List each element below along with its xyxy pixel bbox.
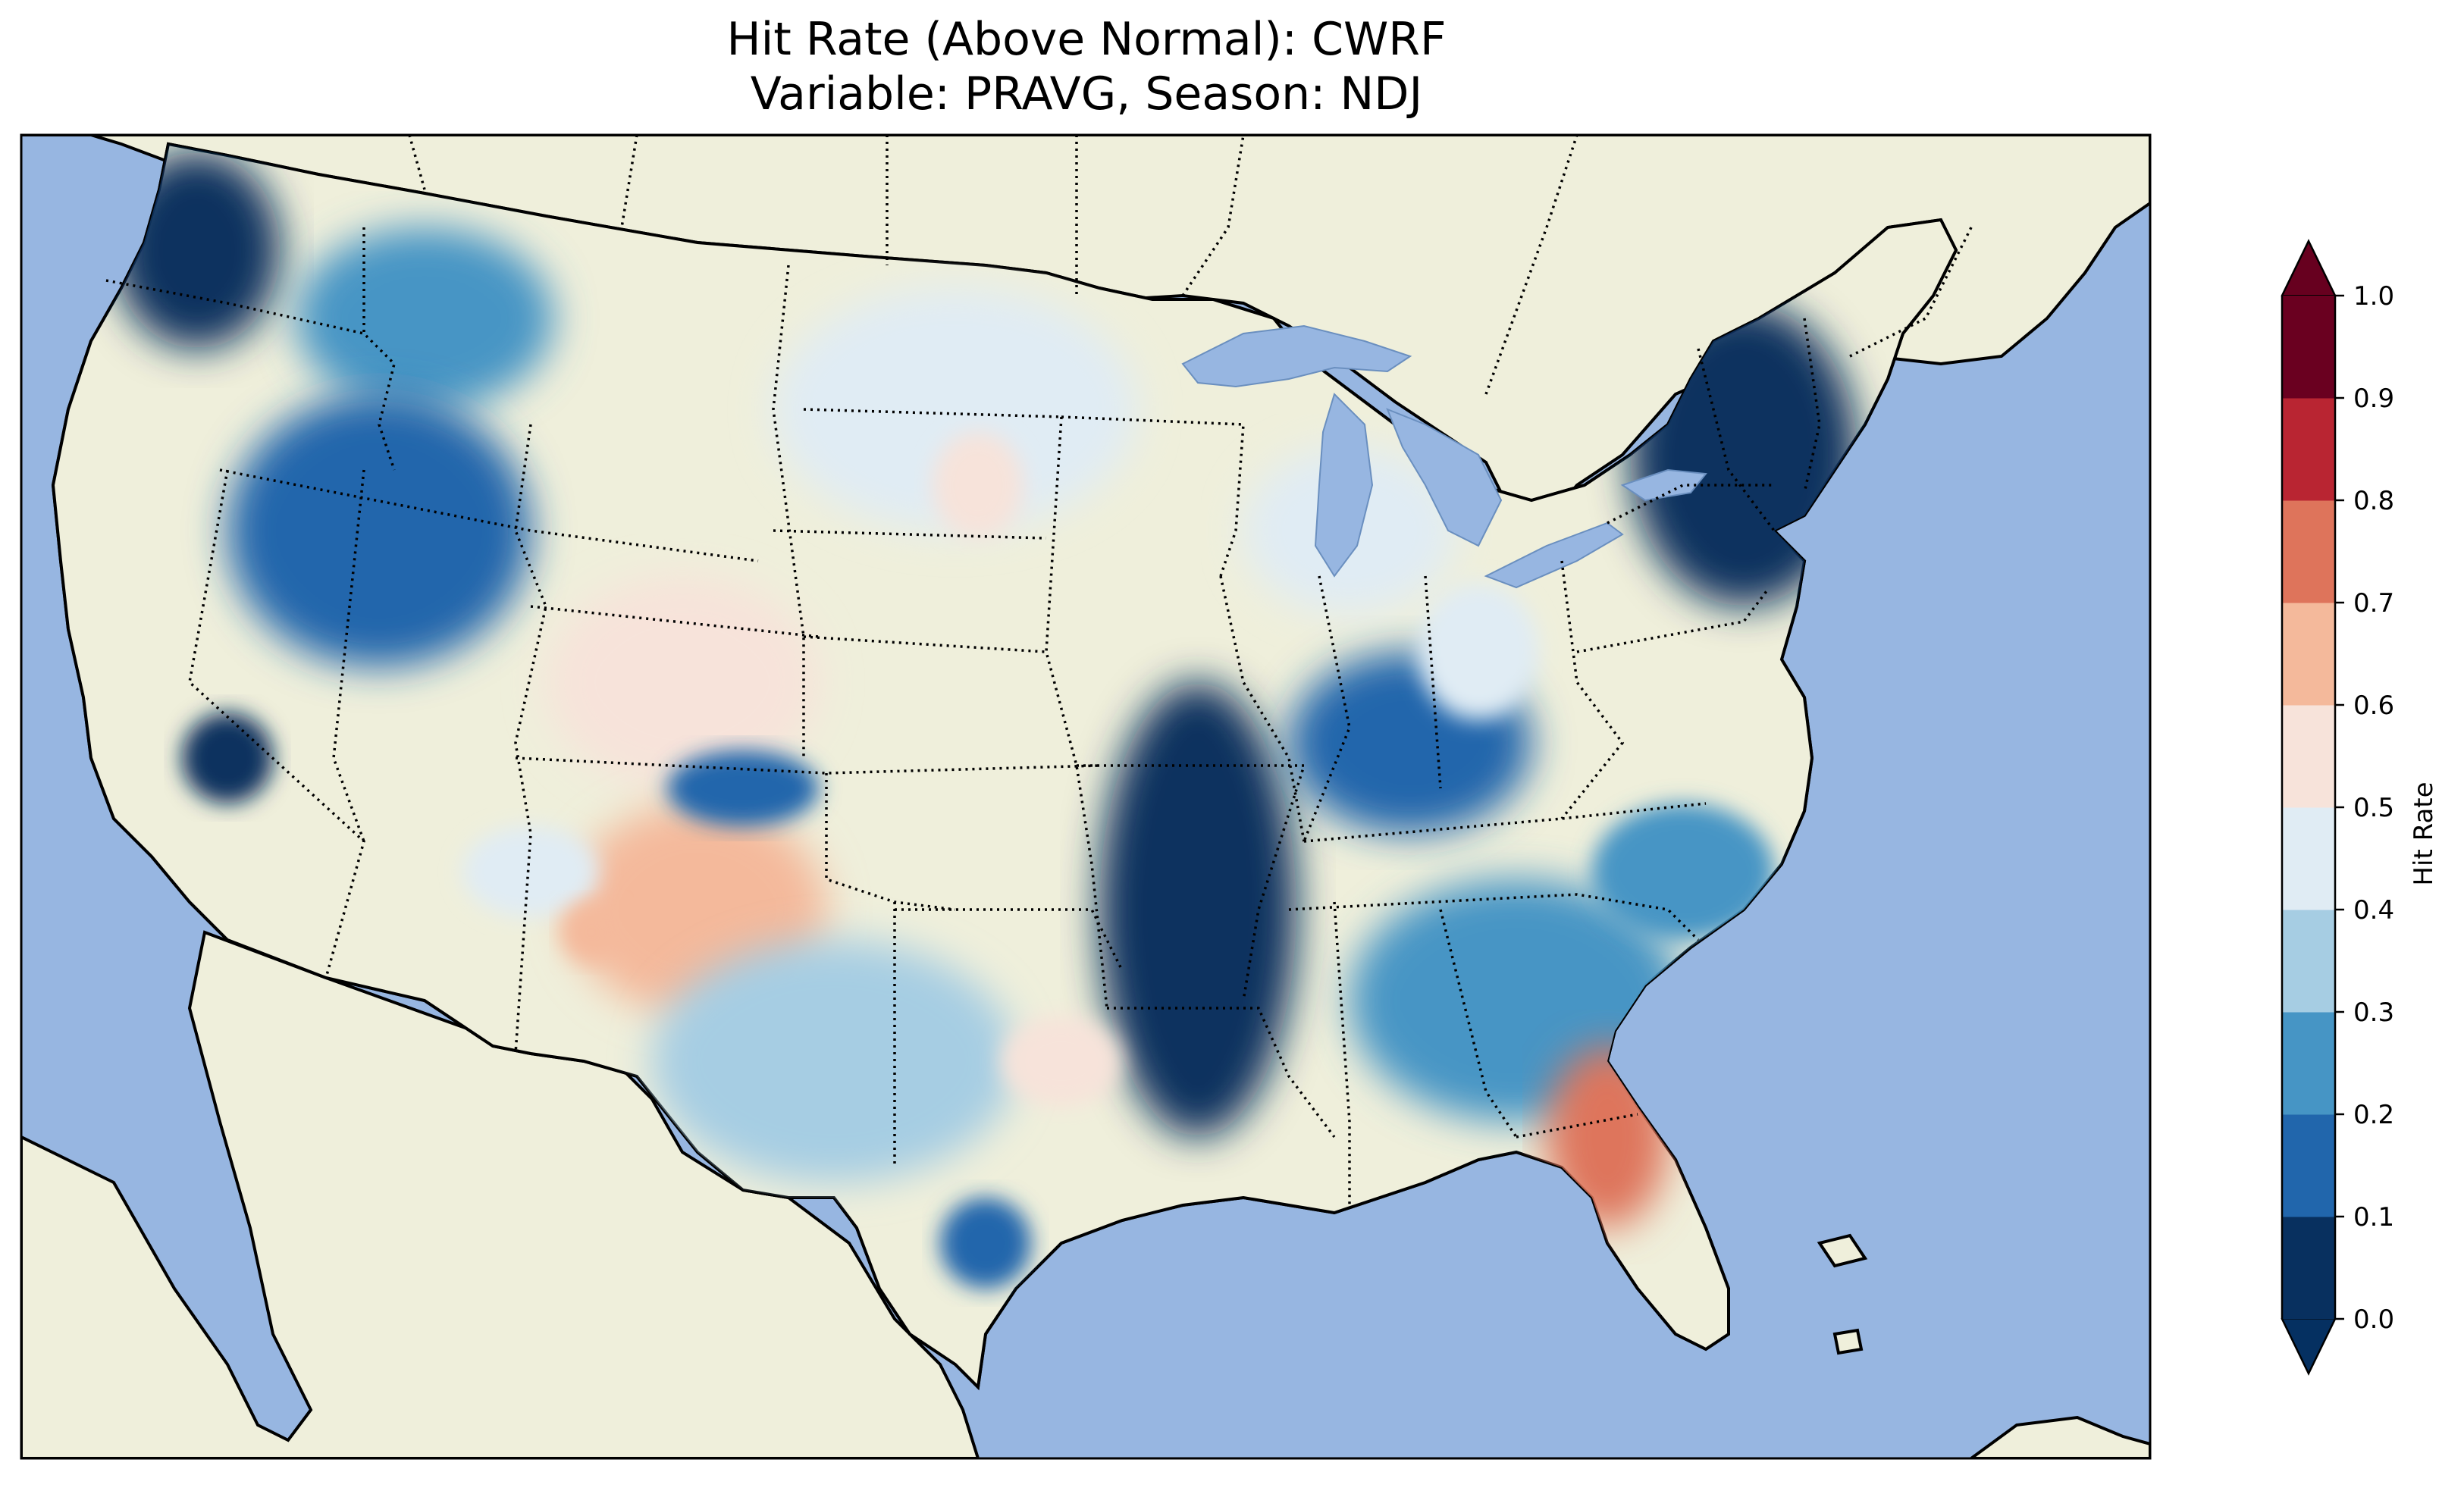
- figure-title: Hit Rate (Above Normal): CWRF: [726, 13, 1447, 66]
- field-region: [652, 940, 1016, 1182]
- field-detail: [933, 432, 1024, 538]
- colorbar-tick-label: 0.7: [2353, 588, 2394, 619]
- colorbar-tick-label: 0.6: [2353, 691, 2394, 721]
- field-region: [296, 227, 553, 409]
- field-detail: [1418, 584, 1539, 720]
- colorbar-label: Hit Rate: [2409, 781, 2439, 885]
- colorbar-tick-label: 0.5: [2353, 793, 2394, 823]
- colorbar-tick-label: 0.8: [2353, 486, 2394, 516]
- field-detail: [1001, 1016, 1122, 1107]
- mexico-land: [21, 930, 980, 1458]
- colorbar-tick-label: 0.9: [2353, 384, 2394, 414]
- colorbar-bin: [2282, 296, 2335, 399]
- colorbar-bin: [2282, 500, 2335, 603]
- field-region: [546, 576, 819, 788]
- colorbar-bin: [2282, 603, 2335, 706]
- colorbar-tick-label: 0.3: [2353, 998, 2394, 1028]
- island-small: [1817, 1233, 1868, 1268]
- colorbar-tick-label: 1.0: [2353, 281, 2394, 312]
- field-detail: [182, 713, 273, 803]
- field-detail: [667, 750, 819, 826]
- field-detail: [940, 1198, 1031, 1289]
- lake-ontario: [1620, 468, 1707, 502]
- field-region: [1099, 682, 1296, 1137]
- colorbar-bin: [2282, 705, 2335, 808]
- lake-erie: [1484, 521, 1624, 589]
- colorbar-tick-label: 0.4: [2353, 895, 2394, 926]
- field-region: [227, 394, 531, 667]
- colorbar-tick-label: 0.0: [2353, 1305, 2394, 1335]
- lake-michigan: [1314, 393, 1374, 578]
- colorbar-bin: [2282, 1012, 2335, 1115]
- hit-rate-field: [52, 143, 1958, 1389]
- province-borders: [408, 135, 1973, 395]
- map-frame: [20, 133, 2152, 1460]
- colorbar-bin: [2282, 398, 2335, 501]
- colorbar-tick-label: 0.1: [2353, 1202, 2394, 1232]
- cuba-island: [1968, 1415, 2150, 1458]
- field-region: [773, 288, 1137, 531]
- island-bahamas: [1832, 1328, 1864, 1355]
- field-detail: [561, 902, 622, 963]
- figure-subtitle: Variable: PRAVG, Season: NDJ: [750, 67, 1423, 121]
- colorbar-bin: [2282, 1217, 2335, 1320]
- colorbar-extend-max: [2281, 239, 2337, 296]
- colorbar-bin: [2282, 807, 2335, 910]
- lake-superior: [1181, 324, 1412, 388]
- state-borders: [105, 227, 1821, 1205]
- field-detail: [462, 826, 599, 917]
- colorbar-extend-min: [2281, 1318, 2337, 1376]
- colorbar-bin: [2282, 1114, 2335, 1217]
- colorbar-bin: [2282, 910, 2335, 1013]
- colorbar-tick-label: 0.2: [2353, 1100, 2394, 1130]
- lake-huron: [1386, 408, 1503, 547]
- great-lakes: [1181, 324, 1707, 589]
